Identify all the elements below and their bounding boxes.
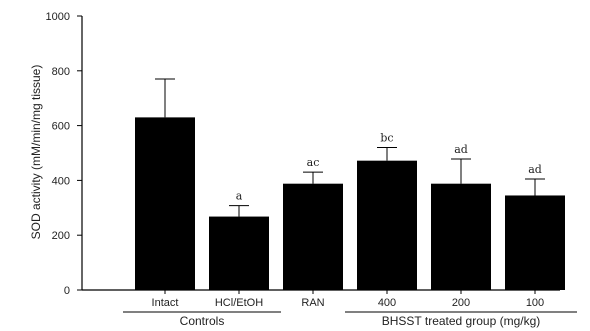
significance-label: ad [454, 143, 468, 156]
y-tick-label: 600 [52, 121, 70, 133]
bar [357, 160, 417, 290]
bar [209, 216, 269, 290]
significance-label: ad [528, 163, 542, 176]
y-tick-label: 200 [52, 230, 70, 242]
bars [135, 78, 565, 290]
significance-label: a [236, 190, 243, 203]
x-tick-label: RAN [301, 297, 324, 309]
bar [283, 183, 343, 290]
group-label: BHSST treated group (mg/kg) [382, 314, 541, 328]
bar [431, 183, 491, 290]
y-axis-label: SOD activity (mM/min/mg tissue) [29, 65, 43, 240]
significance-label: ac [307, 156, 320, 169]
group-label: Controls [180, 314, 225, 328]
x-tick-label: 400 [378, 297, 396, 309]
y-tick-label: 0 [64, 285, 70, 297]
significance-label: bc [380, 132, 393, 145]
bar [135, 117, 195, 290]
x-tick-label: Intact [152, 297, 179, 309]
x-tick-label: HCl/EtOH [215, 297, 263, 309]
y-tick-label: 800 [52, 66, 70, 78]
y-tick-label: 1000 [46, 11, 70, 23]
x-tick-label: 200 [452, 297, 470, 309]
x-tick-label: 100 [526, 297, 544, 309]
labels: Intact HCl/EtOH a RAN ac 400 bc 200 ad 100 ad Contr… [123, 132, 577, 328]
y-tick-label: 400 [52, 175, 70, 187]
bar [505, 195, 565, 290]
